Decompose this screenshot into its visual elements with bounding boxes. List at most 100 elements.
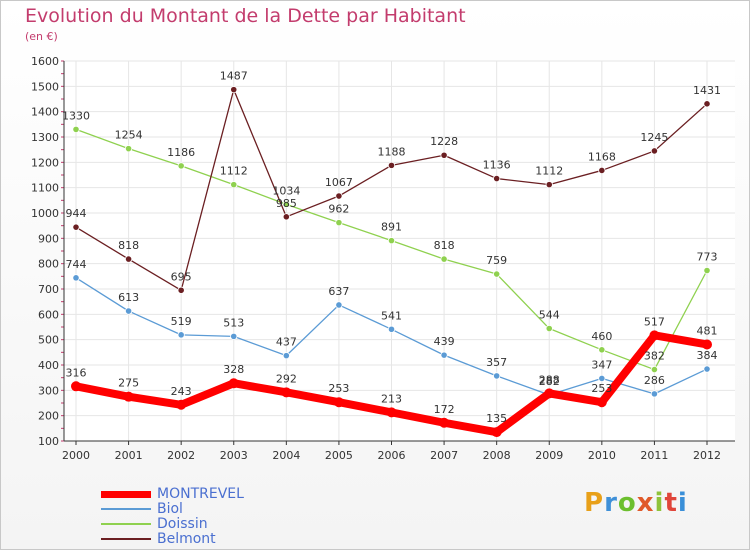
logo-letter: x — [636, 488, 655, 518]
data-point-belmont — [440, 151, 448, 159]
data-label-doissin: 544 — [539, 309, 560, 322]
data-point-doissin — [335, 219, 343, 227]
data-point-belmont — [650, 147, 659, 155]
logo-letter: P — [584, 488, 605, 518]
data-label-montrevel: 172 — [434, 403, 455, 416]
data-label-doissin: 1254 — [115, 129, 143, 142]
data-point-biol — [650, 390, 659, 398]
data-label-doissin: 773 — [697, 251, 718, 264]
y-tick-label: 1500 — [31, 80, 59, 93]
y-tick-label: 1300 — [31, 131, 59, 144]
data-label-belmont: 1487 — [220, 70, 248, 83]
y-tick-label: 700 — [38, 283, 59, 296]
data-point-doissin — [282, 200, 290, 208]
legend-swatch — [101, 538, 151, 540]
data-label-biol: 519 — [171, 315, 192, 328]
data-label-belmont: 1228 — [430, 135, 458, 148]
x-tick-label: 2012 — [693, 449, 721, 462]
plot-area — [64, 61, 735, 441]
x-tick-label: 2008 — [483, 449, 511, 462]
logo-letter: i — [677, 488, 688, 518]
data-point-belmont — [703, 100, 711, 108]
data-label-montrevel: 275 — [118, 377, 139, 390]
data-label-biol: 744 — [66, 258, 87, 271]
data-point-montrevel — [702, 339, 712, 350]
data-label-biol: 613 — [118, 291, 139, 304]
y-tick-label: 200 — [38, 410, 59, 423]
data-point-belmont — [545, 181, 553, 189]
data-point-doissin — [72, 125, 80, 133]
data-label-doissin: 962 — [328, 203, 349, 216]
logo-letter: i — [654, 488, 665, 518]
y-tick-label: 900 — [38, 232, 59, 245]
data-label-montrevel: 253 — [328, 382, 349, 395]
data-label-doissin: 759 — [486, 254, 507, 267]
data-label-biol: 513 — [223, 316, 244, 329]
data-point-montrevel — [71, 381, 81, 392]
data-label-biol: 541 — [381, 309, 402, 322]
data-label-belmont: 1112 — [535, 165, 563, 178]
data-point-montrevel — [176, 399, 187, 410]
logo-letter: o — [617, 488, 637, 518]
logo-letter: r — [604, 488, 618, 518]
data-point-biol — [177, 331, 185, 339]
data-label-biol: 286 — [644, 374, 665, 387]
legend-label: MONTREVEL — [157, 486, 244, 502]
data-label-montrevel: 253 — [591, 382, 612, 395]
data-point-doissin — [650, 365, 659, 374]
data-point-belmont — [124, 255, 133, 263]
data-label-montrevel: 328 — [223, 363, 244, 376]
data-label-belmont: 1188 — [378, 145, 406, 158]
data-point-belmont — [230, 86, 238, 94]
y-tick-label: 1600 — [31, 55, 59, 68]
y-tick-label: 1000 — [31, 207, 59, 220]
data-label-belmont: 1168 — [588, 150, 616, 163]
data-label-doissin: 382 — [644, 350, 665, 363]
data-label-biol: 357 — [486, 356, 507, 369]
data-point-belmont — [177, 286, 185, 294]
axes: 100 200 300 400 500 600 700 800 900 1000 1100 1200 1… — [31, 55, 735, 462]
data-label-biol: 439 — [434, 335, 455, 348]
data-point-biol — [230, 332, 238, 340]
data-point-doissin — [387, 237, 396, 245]
x-tick-label: 2009 — [535, 449, 563, 462]
data-point-doissin — [230, 181, 238, 189]
legend-label: Belmont — [157, 531, 216, 547]
y-tick-label: 500 — [38, 334, 59, 347]
data-label-doissin: 891 — [381, 221, 402, 234]
data-label-belmont: 1067 — [325, 176, 353, 189]
data-label-montrevel: 517 — [644, 315, 665, 328]
data-point-montrevel — [386, 407, 397, 418]
data-point-montrevel — [439, 417, 450, 428]
x-tick-label: 2010 — [588, 449, 616, 462]
data-label-belmont: 818 — [118, 239, 139, 252]
x-tick-label: 2002 — [167, 449, 195, 462]
series-lines — [71, 86, 712, 438]
data-label-doissin: 818 — [434, 239, 455, 252]
data-label-doissin: 1112 — [220, 165, 248, 178]
data-label-belmont: 944 — [66, 207, 87, 220]
data-label-biol: 637 — [328, 285, 349, 298]
x-tick-label: 2000 — [62, 449, 90, 462]
data-label-montrevel: 292 — [276, 372, 297, 385]
data-label-biol: 437 — [276, 336, 297, 349]
data-point-biol — [282, 352, 290, 360]
proxiti-logo: Proxiti — [584, 488, 688, 518]
y-tick-label: 100 — [38, 435, 59, 448]
x-tick-label: 2003 — [220, 449, 248, 462]
logo-letter: t — [664, 488, 678, 518]
data-label-biol: 384 — [697, 349, 718, 362]
data-label-montrevel: 135 — [486, 412, 507, 425]
y-tick-label: 600 — [38, 308, 59, 321]
x-tick-label: 2006 — [378, 449, 406, 462]
data-point-belmont — [493, 174, 501, 183]
data-point-montrevel — [544, 388, 555, 399]
data-label-montrevel: 288 — [539, 373, 560, 386]
legend-label: Biol — [157, 501, 183, 517]
x-tick-label: 2011 — [640, 449, 668, 462]
data-point-biol — [598, 374, 606, 383]
data-point-doissin — [598, 346, 606, 354]
legend-label: Doissin — [157, 516, 208, 532]
